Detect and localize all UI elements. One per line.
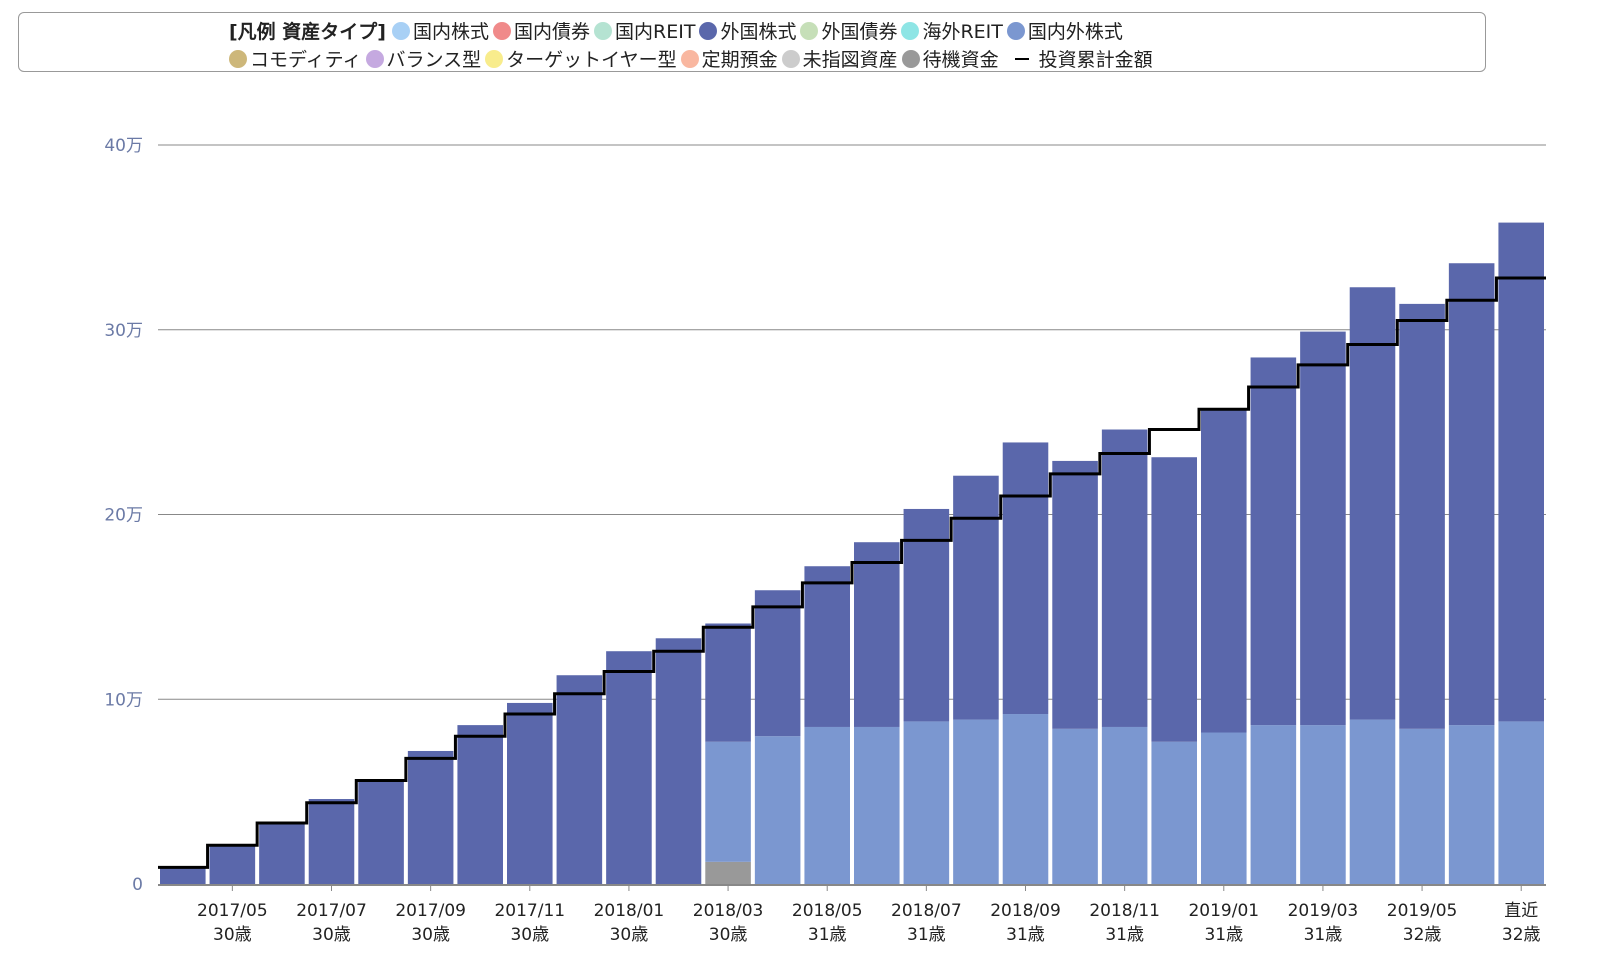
x-tick-age: 31歳 bbox=[1304, 925, 1343, 945]
x-tick-age: 32歳 bbox=[1403, 925, 1442, 945]
bar-segment bbox=[1052, 461, 1098, 729]
x-tick-date: 2017/05 bbox=[197, 901, 268, 921]
x-tick-date: 2018/07 bbox=[891, 901, 962, 921]
x-tick-age: 31歳 bbox=[1105, 925, 1144, 945]
y-tick-label: 20万 bbox=[104, 506, 143, 526]
bar-segment bbox=[953, 720, 999, 884]
x-tick-age: 30歳 bbox=[709, 925, 748, 945]
x-tick-date: 直近 bbox=[1504, 901, 1538, 921]
bar-segment bbox=[259, 823, 305, 884]
y-tick-label: 30万 bbox=[104, 321, 143, 341]
x-tick-age: 31歳 bbox=[808, 925, 847, 945]
x-axis-ticks: 2017/05 30歳 2017/07 30歳 2017/09 30歳 2017/11 30歳… bbox=[197, 885, 1540, 945]
bars bbox=[160, 223, 1544, 884]
bar-segment bbox=[160, 867, 206, 884]
bar-segment bbox=[804, 566, 850, 727]
x-tick-date: 2019/01 bbox=[1188, 901, 1259, 921]
bar-segment bbox=[408, 751, 454, 884]
x-tick-age: 30歳 bbox=[312, 925, 351, 945]
bar-segment bbox=[804, 727, 850, 884]
x-tick-age: 30歳 bbox=[411, 925, 450, 945]
bar-segment bbox=[1350, 287, 1396, 719]
x-tick-age: 32歳 bbox=[1502, 925, 1541, 945]
bar-segment bbox=[1201, 733, 1247, 884]
x-tick-date: 2019/03 bbox=[1288, 901, 1359, 921]
bar-segment bbox=[1003, 442, 1049, 714]
bar-segment bbox=[953, 476, 999, 720]
bar-segment bbox=[557, 675, 603, 884]
x-tick-date: 2018/03 bbox=[693, 901, 764, 921]
x-tick-date: 2018/11 bbox=[1089, 901, 1160, 921]
x-tick-age: 30歳 bbox=[610, 925, 649, 945]
bar-segment bbox=[1498, 223, 1544, 722]
bar-segment bbox=[1102, 430, 1148, 727]
bar-segment bbox=[1449, 725, 1495, 884]
bar-segment bbox=[854, 542, 900, 727]
x-tick-age: 31歳 bbox=[1006, 925, 1045, 945]
bar-segment bbox=[309, 799, 355, 884]
bar-segment bbox=[1300, 332, 1346, 726]
x-tick-age: 31歳 bbox=[907, 925, 946, 945]
x-tick-date: 2018/01 bbox=[594, 901, 665, 921]
bar-segment bbox=[1300, 725, 1346, 884]
bar-segment bbox=[854, 727, 900, 884]
bar-segment bbox=[1449, 263, 1495, 725]
bar-segment bbox=[755, 590, 801, 736]
x-tick-age: 30歳 bbox=[510, 925, 549, 945]
y-tick-label: 10万 bbox=[104, 690, 143, 710]
bar-segment bbox=[1350, 720, 1396, 884]
x-tick-age: 31歳 bbox=[1204, 925, 1243, 945]
x-tick-date: 2017/11 bbox=[494, 901, 565, 921]
bar-segment bbox=[1102, 727, 1148, 884]
bar-segment bbox=[755, 736, 801, 884]
x-tick-date: 2018/09 bbox=[990, 901, 1061, 921]
bar-segment bbox=[606, 651, 652, 884]
bar-segment bbox=[210, 845, 256, 884]
y-tick-label: 40万 bbox=[104, 136, 143, 156]
bar-segment bbox=[705, 862, 751, 884]
x-tick-date: 2019/05 bbox=[1387, 901, 1458, 921]
bar-segment bbox=[656, 638, 702, 884]
x-tick-age: 30歳 bbox=[213, 925, 252, 945]
bar-segment bbox=[1498, 721, 1544, 884]
bar-segment bbox=[457, 725, 503, 884]
bar-segment bbox=[705, 742, 751, 862]
bar-segment bbox=[1003, 714, 1049, 884]
bar-segment bbox=[904, 721, 950, 884]
bar-segment bbox=[1201, 409, 1247, 732]
y-axis-ticks: 0 10万 20万 30万 40万 bbox=[104, 136, 143, 895]
x-tick-date: 2017/09 bbox=[395, 901, 466, 921]
bar-segment bbox=[358, 781, 404, 884]
bar-segment bbox=[1399, 304, 1445, 729]
bar-segment bbox=[1399, 729, 1445, 884]
bar-segment bbox=[1151, 457, 1197, 742]
bar-segment bbox=[1251, 725, 1297, 884]
bar-segment bbox=[1151, 742, 1197, 884]
y-tick-label: 0 bbox=[132, 875, 143, 895]
bar-segment bbox=[1251, 357, 1297, 725]
bar-segment bbox=[507, 703, 553, 884]
x-tick-date: 2017/07 bbox=[296, 901, 367, 921]
x-tick-date: 2018/05 bbox=[792, 901, 863, 921]
bar-segment bbox=[705, 624, 751, 742]
bar-segment bbox=[1052, 729, 1098, 884]
